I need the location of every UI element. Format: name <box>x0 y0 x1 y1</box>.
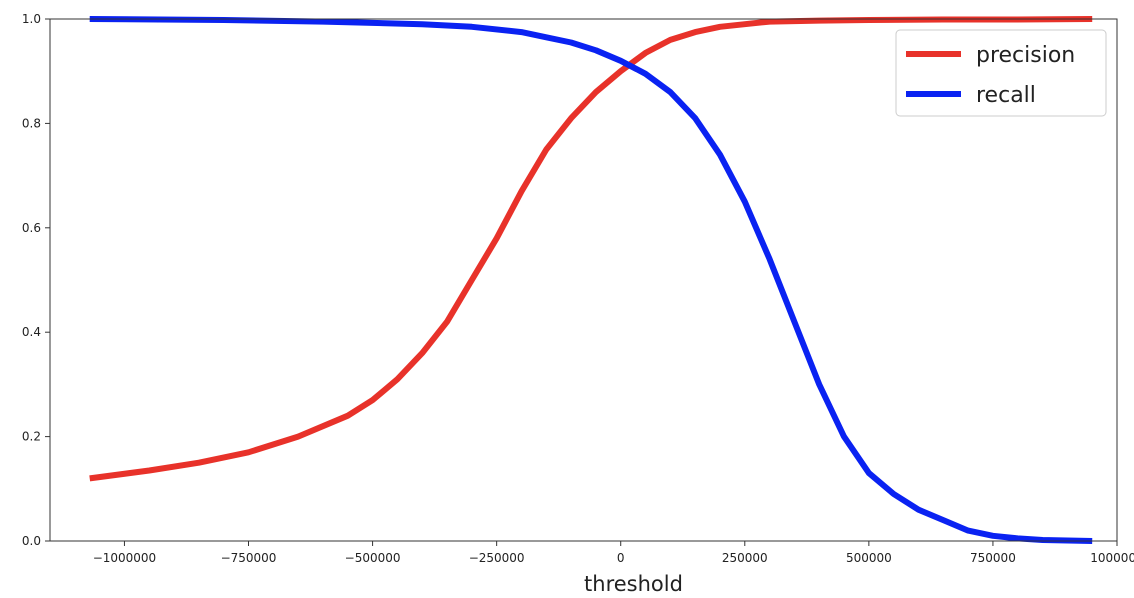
x-tick-label: −1000000 <box>93 551 157 565</box>
plot-frame <box>49 18 1118 542</box>
x-axis: −1000000 −750000 −500000 −250000 0 250000 5000… <box>93 541 1134 565</box>
y-axis: 0.0 0.2 0.4 0.6 0.8 1.0 <box>22 12 50 548</box>
y-tick-label: 0.8 <box>22 116 41 130</box>
x-tick-label: −250000 <box>469 551 525 565</box>
x-tick-label: −500000 <box>345 551 401 565</box>
legend-label-recall: recall <box>976 83 1036 108</box>
y-tick-label: 0.2 <box>22 430 41 444</box>
x-tick-label: 250000 <box>722 551 768 565</box>
x-tick-label: −750000 <box>221 551 277 565</box>
x-tick-label: 750000 <box>970 551 1016 565</box>
recall-line <box>89 16 1093 544</box>
precision-line <box>89 16 1093 482</box>
x-tick-label: 1000000 <box>1090 551 1134 565</box>
x-tick-label: 0 <box>617 551 625 565</box>
x-tick-label: 500000 <box>846 551 892 565</box>
x-axis-label: threshold <box>584 572 683 596</box>
y-tick-label: 1.0 <box>22 12 41 26</box>
y-tick-label: 0.6 <box>22 221 41 235</box>
legend: precision recall <box>895 29 1107 117</box>
plot-area <box>89 16 1093 544</box>
legend-label-precision: precision <box>976 43 1075 68</box>
y-tick-label: 0.4 <box>22 325 41 339</box>
y-tick-label: 0.0 <box>22 534 41 548</box>
